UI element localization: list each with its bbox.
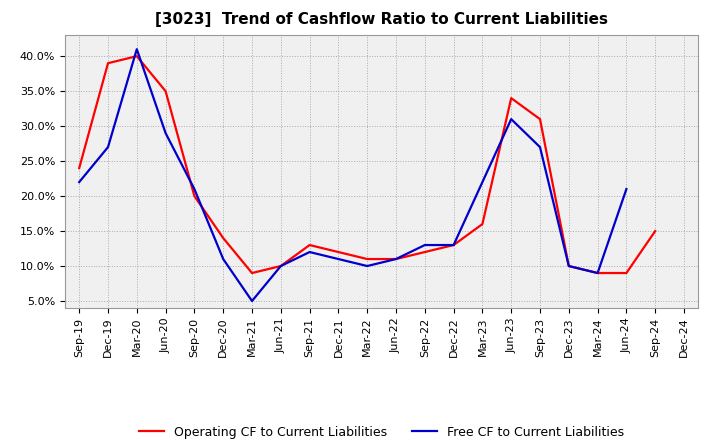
Free CF to Current Liabilities [593, 271, 602, 276]
Operating CF to Current Liabilities [161, 88, 170, 94]
Operating CF to Current Liabilities [75, 165, 84, 171]
Free CF to Current Liabilities [622, 187, 631, 192]
Operating CF to Current Liabilities [248, 271, 256, 276]
Free CF to Current Liabilities [478, 180, 487, 185]
Free CF to Current Liabilities [507, 117, 516, 122]
Operating CF to Current Liabilities [305, 242, 314, 248]
Free CF to Current Liabilities [449, 242, 458, 248]
Operating CF to Current Liabilities [564, 264, 573, 269]
Operating CF to Current Liabilities [651, 228, 660, 234]
Line: Operating CF to Current Liabilities: Operating CF to Current Liabilities [79, 56, 655, 273]
Free CF to Current Liabilities [219, 257, 228, 262]
Operating CF to Current Liabilities [449, 242, 458, 248]
Operating CF to Current Liabilities [334, 249, 343, 255]
Legend: Operating CF to Current Liabilities, Free CF to Current Liabilities: Operating CF to Current Liabilities, Fre… [134, 421, 629, 440]
Operating CF to Current Liabilities [392, 257, 400, 262]
Operating CF to Current Liabilities [219, 235, 228, 241]
Free CF to Current Liabilities [305, 249, 314, 255]
Operating CF to Current Liabilities [593, 271, 602, 276]
Free CF to Current Liabilities [420, 242, 429, 248]
Free CF to Current Liabilities [536, 144, 544, 150]
Operating CF to Current Liabilities [132, 54, 141, 59]
Line: Free CF to Current Liabilities: Free CF to Current Liabilities [79, 49, 626, 301]
Free CF to Current Liabilities [190, 187, 199, 192]
Title: [3023]  Trend of Cashflow Ratio to Current Liabilities: [3023] Trend of Cashflow Ratio to Curren… [155, 12, 608, 27]
Free CF to Current Liabilities [276, 264, 285, 269]
Free CF to Current Liabilities [132, 47, 141, 52]
Operating CF to Current Liabilities [190, 194, 199, 199]
Free CF to Current Liabilities [104, 144, 112, 150]
Free CF to Current Liabilities [161, 131, 170, 136]
Operating CF to Current Liabilities [478, 221, 487, 227]
Operating CF to Current Liabilities [507, 95, 516, 101]
Operating CF to Current Liabilities [363, 257, 372, 262]
Free CF to Current Liabilities [248, 298, 256, 304]
Free CF to Current Liabilities [75, 180, 84, 185]
Free CF to Current Liabilities [392, 257, 400, 262]
Free CF to Current Liabilities [564, 264, 573, 269]
Free CF to Current Liabilities [363, 264, 372, 269]
Operating CF to Current Liabilities [622, 271, 631, 276]
Free CF to Current Liabilities [334, 257, 343, 262]
Operating CF to Current Liabilities [104, 61, 112, 66]
Operating CF to Current Liabilities [276, 264, 285, 269]
Operating CF to Current Liabilities [420, 249, 429, 255]
Operating CF to Current Liabilities [536, 117, 544, 122]
